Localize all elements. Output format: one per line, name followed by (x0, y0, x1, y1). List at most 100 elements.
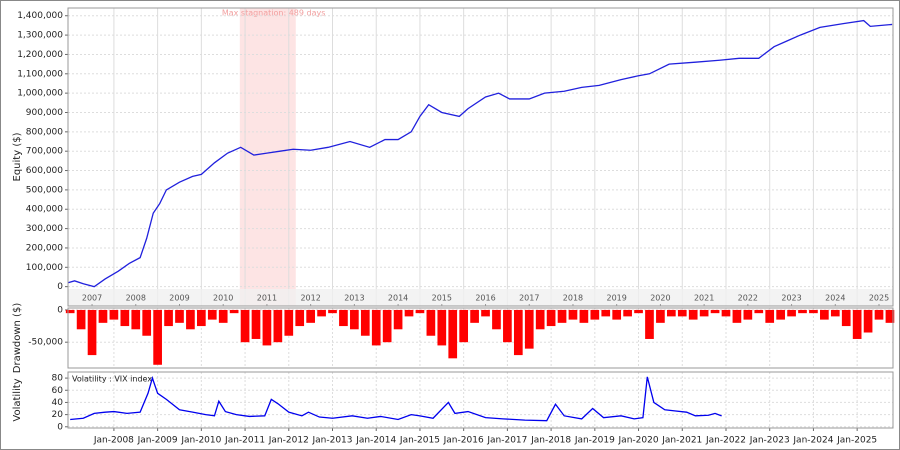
x-tick-label: 2018 (563, 294, 583, 303)
x-tick-label: 2024 (825, 294, 845, 303)
drawdown-bar (87, 309, 97, 356)
drawdown-bar (754, 309, 764, 314)
drawdown-bar (765, 309, 775, 323)
drawdown-bar (623, 309, 632, 317)
drawdown-bar (776, 309, 785, 320)
drawdown-bar (218, 309, 228, 323)
y-tick-label: 200,000 (26, 243, 63, 253)
x-tick-label: Jan-2015 (399, 436, 440, 446)
x-tick-label: 2023 (781, 294, 801, 303)
y-tick-label: 900,000 (26, 108, 63, 118)
x-tick-label: Jan-2018 (530, 436, 571, 446)
y-tick-label: 1,200,000 (17, 50, 63, 60)
plot-frame (67, 7, 894, 307)
drawdown-bar (98, 309, 108, 323)
drawdown-bar (557, 309, 567, 323)
drawdown-bar (699, 309, 709, 317)
drawdown-bar (612, 309, 622, 320)
drawdown-bar (820, 309, 829, 320)
drawdown-bar (568, 309, 578, 320)
x-tick-label: 2011 (257, 294, 277, 303)
x-tick-label: 2015 (432, 294, 452, 303)
year-band (68, 289, 893, 306)
drawdown-bar (175, 309, 184, 323)
drawdown-bar (76, 309, 86, 330)
drawdown-bar (535, 309, 545, 330)
y-tick-label: 300,000 (26, 224, 63, 234)
x-tick-label: Jan-2012 (268, 436, 309, 446)
x-tick-label: 2010 (213, 294, 233, 303)
drawdown-bar (109, 309, 119, 320)
drawdown-bar (830, 309, 840, 317)
x-tick-label: 2012 (300, 294, 320, 303)
x-tick-label: Jan-2022 (705, 436, 746, 446)
drawdown-bar (809, 309, 818, 314)
y-tick-label: 100,000 (26, 263, 63, 273)
drawdown-bar (546, 309, 556, 327)
drawdown-bar (590, 309, 600, 320)
y-tick-label: -50,000 (28, 338, 63, 348)
x-tick-label: Jan-2023 (749, 436, 790, 446)
plot-frame (67, 371, 894, 429)
drawdown-bar (524, 309, 534, 349)
y-tick-label: 0 (57, 282, 63, 292)
drawdown-bar (295, 309, 305, 327)
drawdown-bar (251, 309, 261, 339)
legend: Volatility : VIX index (72, 375, 152, 384)
y-axis-label: Drawdown ($) (12, 303, 23, 374)
drawdown-bar (371, 309, 381, 346)
x-tick-label: Jan-2008 (93, 436, 134, 446)
drawdown-bar (339, 309, 348, 327)
x-tick-label: 2021 (694, 294, 714, 303)
drawdown-bar (874, 309, 884, 320)
series-line (67, 19, 893, 288)
y-tick-label: 1,300,000 (17, 31, 63, 41)
x-tick-label: Jan-2019 (574, 436, 615, 446)
x-tick-label: Jan-2017 (486, 436, 527, 446)
x-tick-label: 2019 (607, 294, 627, 303)
x-tick-label: Jan-2009 (137, 436, 178, 446)
drawdown-bar (852, 309, 862, 339)
drawdown-bar (317, 309, 326, 317)
y-tick-label: 40 (52, 398, 64, 408)
x-tick-label: Jan-2011 (224, 436, 265, 446)
drawdown-bar (470, 309, 479, 323)
drawdown-bar (65, 309, 75, 314)
x-tick-label: 2016 (475, 294, 495, 303)
drawdown-bar (229, 309, 239, 314)
stagnation-span (239, 8, 296, 306)
x-tick-label: Jan-2025 (836, 436, 877, 446)
drawdown-bar (360, 309, 370, 336)
drawdown-bar (120, 309, 130, 327)
x-tick-label: 2025 (869, 294, 889, 303)
drawdown-bar (743, 309, 753, 320)
y-tick-label: 500,000 (26, 185, 63, 195)
drawdown-bar (404, 309, 414, 317)
drawdown-bar (142, 309, 152, 336)
y-axis-label: Volatility (12, 378, 23, 421)
x-tick-label: Jan-2014 (355, 436, 396, 446)
drawdown-bar (863, 309, 873, 333)
x-tick-label: 2009 (169, 294, 189, 303)
x-tick-label: Jan-2010 (180, 436, 221, 446)
y-tick-label: 80 (52, 374, 64, 384)
y-tick-label: 700,000 (26, 147, 63, 157)
drawdown-bar (634, 309, 643, 314)
drawdown-bar (481, 309, 490, 317)
drawdown-bar (131, 309, 141, 330)
drawdown-bar (284, 309, 294, 336)
drawdown-bar (328, 309, 337, 314)
drawdown-bar (798, 309, 807, 314)
drawdown-bar (197, 309, 206, 327)
y-tick-label: 800,000 (26, 127, 63, 137)
drawdown-bar (579, 309, 589, 323)
x-tick-label: 2017 (519, 294, 539, 303)
y-tick-label: 1,100,000 (17, 69, 63, 79)
drawdown-bar (721, 309, 731, 317)
drawdown-bar (426, 309, 436, 336)
drawdown-bar (306, 309, 315, 323)
x-tick-label: Jan-2021 (661, 436, 702, 446)
x-tick-label: 2007 (82, 294, 102, 303)
x-tick-label: 2020 (650, 294, 670, 303)
y-tick-label: 60 (52, 386, 64, 396)
